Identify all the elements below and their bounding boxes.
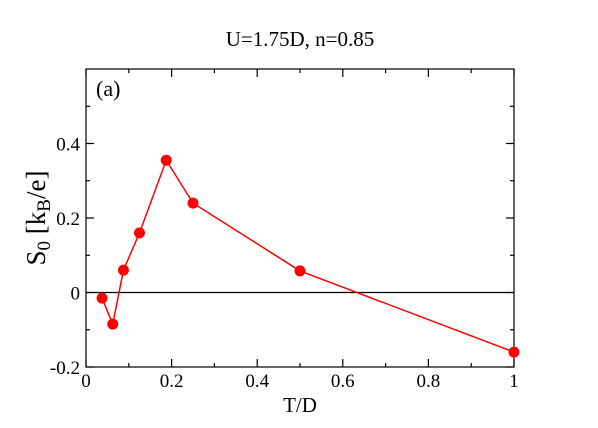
y-label-main: S — [21, 250, 51, 265]
plot-frame — [85, 68, 515, 368]
y-label-sub-b: B — [34, 199, 55, 212]
x-axis-ticks: 0 0.2 0.4 0.6 0.8 1 — [81, 69, 519, 392]
x-tick-label: 0.2 — [160, 371, 184, 392]
y-axis-label: S0 [kB/e] — [21, 171, 55, 266]
series-layer — [96, 154, 520, 358]
x-tick-label: 0.6 — [331, 371, 355, 392]
y-label-open: [k — [21, 211, 51, 241]
y-label-close: /e] — [21, 171, 51, 199]
data-point — [160, 154, 172, 166]
data-point — [117, 264, 129, 276]
x-tick-label: 0.8 — [417, 371, 441, 392]
y-tick-label: 0.2 — [56, 209, 80, 230]
data-point — [134, 227, 145, 239]
series-line — [101, 158, 515, 353]
x-tick-label: 0.4 — [245, 371, 269, 392]
y-tick-label: 0.4 — [56, 135, 80, 156]
data-point — [187, 197, 199, 209]
y-tick-label: -0.2 — [50, 358, 80, 379]
data-point — [107, 318, 119, 330]
data-point — [508, 346, 520, 358]
y-label-sub0: 0 — [34, 241, 55, 251]
data-point — [96, 292, 108, 304]
chart-title: U=1.75D, n=0.85 — [226, 27, 375, 51]
y-axis-ticks: -0.2 0 0.2 0.4 — [50, 105, 514, 379]
x-axis-label: T/D — [283, 393, 317, 417]
panel-label: (a) — [96, 76, 120, 101]
x-tick-label: 0 — [81, 371, 91, 392]
y-tick-label: 0 — [71, 284, 81, 305]
x-tick-label: 1 — [509, 371, 519, 392]
data-point — [294, 265, 306, 277]
